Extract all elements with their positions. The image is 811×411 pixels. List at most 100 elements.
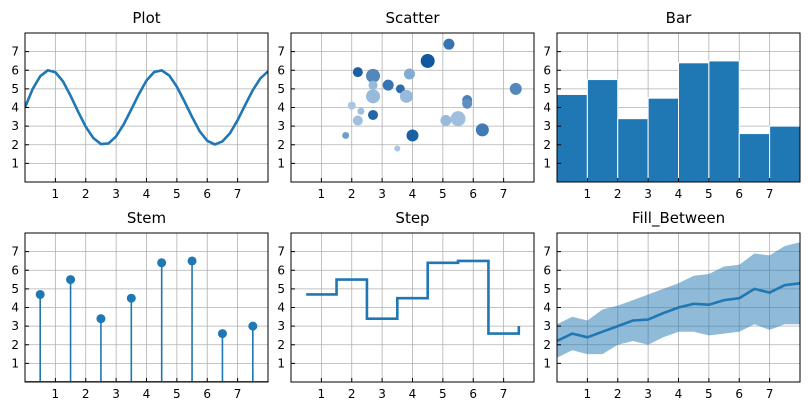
bar — [617, 118, 649, 182]
plot-area — [25, 256, 268, 382]
x-tick-label: 2 — [82, 187, 90, 201]
y-tick-label: 3 — [277, 319, 285, 333]
x-tick-label: 5 — [439, 387, 447, 401]
y-tick-label: 4 — [277, 101, 285, 115]
scatter-point — [462, 98, 473, 109]
bar — [586, 79, 619, 182]
scatter-point — [347, 101, 356, 110]
x-tick-label: 1 — [52, 187, 60, 201]
y-tick-label: 1 — [11, 356, 19, 370]
y-tick-label: 6 — [277, 263, 285, 277]
x-tick-label: 6 — [469, 387, 477, 401]
x-tick-label: 6 — [203, 187, 211, 201]
stem-marker — [248, 321, 258, 331]
x-tick-label: 4 — [675, 387, 683, 401]
y-tick-label: 7 — [11, 45, 19, 59]
stem-marker — [157, 258, 167, 268]
x-tick-label: 1 — [52, 387, 60, 401]
bar — [708, 60, 740, 182]
scatter-point — [394, 145, 401, 152]
scatter-point — [352, 115, 363, 126]
x-tick-label: 7 — [234, 187, 242, 201]
y-tick-label: 5 — [543, 82, 551, 96]
scatter-point — [440, 115, 452, 127]
panel-title: Stem — [127, 209, 166, 227]
x-tick-label: 1 — [318, 387, 326, 401]
panel-title: Fill_Between — [632, 209, 725, 228]
x-tick-label: 1 — [584, 187, 592, 201]
scatter-point — [368, 109, 379, 120]
bar — [738, 133, 771, 182]
y-tick-label: 2 — [277, 138, 285, 152]
y-tick-label: 1 — [11, 156, 19, 170]
x-tick-label: 5 — [439, 187, 447, 201]
y-tick-label: 7 — [277, 245, 285, 259]
x-tick-label: 6 — [735, 387, 743, 401]
y-tick-label: 1 — [277, 356, 285, 370]
x-tick-label: 2 — [614, 387, 622, 401]
stem-marker — [66, 275, 76, 285]
panel-area: 1 2 3 4 5 6 7 1 2 3 4 5 6 7 Fill_Between — [543, 209, 801, 401]
y-tick-label: 5 — [11, 282, 19, 296]
scatter-point — [403, 68, 415, 80]
y-tick-label: 3 — [11, 119, 19, 133]
y-tick-label: 1 — [543, 156, 551, 170]
panel-title: Step — [395, 209, 429, 227]
y-tick-label: 6 — [277, 63, 285, 77]
bar — [678, 62, 710, 182]
y-tick-label: 3 — [277, 119, 285, 133]
scatter-point — [509, 82, 522, 95]
y-tick-label: 7 — [543, 45, 551, 59]
stem-marker — [217, 329, 227, 339]
x-tick-label: 6 — [469, 187, 477, 201]
panel-step: 1 2 3 4 5 6 7 1 2 3 4 5 6 7 Step — [277, 209, 535, 401]
x-tick-label: 4 — [409, 187, 417, 201]
bar — [557, 93, 588, 182]
x-tick-label: 7 — [500, 387, 508, 401]
scatter-point — [357, 107, 365, 115]
y-tick-label: 2 — [11, 338, 19, 352]
y-tick-label: 6 — [543, 63, 551, 77]
panel-title: Bar — [666, 9, 692, 27]
stem-marker — [35, 289, 45, 299]
y-tick-label: 3 — [543, 119, 551, 133]
y-tick-label: 2 — [277, 338, 285, 352]
scatter-point — [443, 38, 455, 50]
y-tick-label: 2 — [543, 338, 551, 352]
plot-area — [557, 60, 800, 182]
y-tick-label: 3 — [11, 319, 19, 333]
y-tick-label: 4 — [11, 101, 19, 115]
y-tick-label: 4 — [11, 301, 19, 315]
x-tick-label: 2 — [348, 187, 356, 201]
x-tick-label: 7 — [234, 387, 242, 401]
bar — [647, 97, 679, 182]
line-series — [25, 68, 268, 146]
y-tick-label: 5 — [277, 282, 285, 296]
scatter-point — [366, 68, 381, 83]
x-tick-label: 4 — [409, 387, 417, 401]
x-tick-label: 1 — [584, 387, 592, 401]
y-tick-label: 5 — [543, 282, 551, 296]
y-tick-label: 4 — [543, 301, 551, 315]
x-tick-label: 3 — [112, 387, 120, 401]
step-series — [306, 259, 521, 335]
x-tick-label: 7 — [766, 187, 774, 201]
y-tick-label: 6 — [11, 263, 19, 277]
scatter-point — [368, 80, 378, 90]
x-tick-label: 3 — [644, 187, 652, 201]
x-tick-label: 3 — [644, 387, 652, 401]
x-tick-label: 5 — [705, 187, 713, 201]
x-tick-label: 5 — [705, 387, 713, 401]
x-tick-label: 3 — [112, 187, 120, 201]
x-tick-label: 5 — [173, 187, 181, 201]
y-tick-label: 7 — [11, 245, 19, 259]
area-line — [557, 282, 800, 343]
x-tick-label: 4 — [675, 187, 683, 201]
plot-area — [25, 68, 268, 146]
scatter-point — [382, 79, 394, 91]
x-tick-label: 7 — [766, 387, 774, 401]
panel-title: Scatter — [385, 9, 440, 27]
x-tick-label: 3 — [378, 187, 386, 201]
y-tick-label: 7 — [277, 45, 285, 59]
x-tick-label: 4 — [143, 187, 151, 201]
